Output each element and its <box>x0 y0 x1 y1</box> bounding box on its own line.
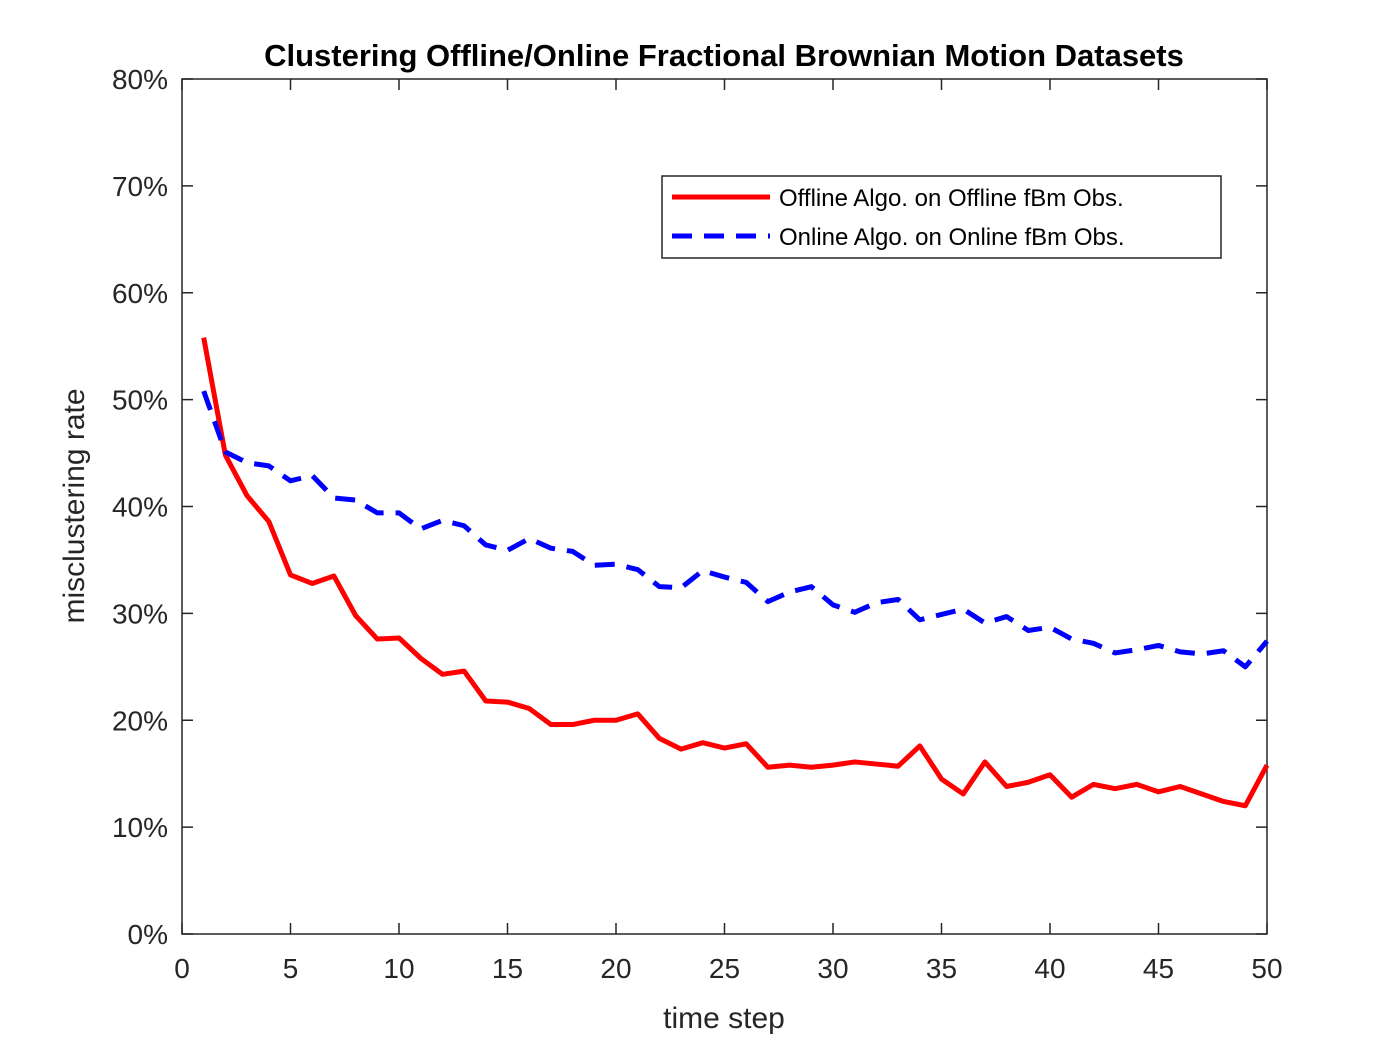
legend-label-online: Online Algo. on Online fBm Obs. <box>779 224 1125 251</box>
y-tick-label: 40% <box>112 492 168 523</box>
x-tick-label: 20 <box>600 953 631 984</box>
y-tick-label: 0% <box>128 919 168 950</box>
y-tick-label: 80% <box>112 64 168 95</box>
x-tick-label: 50 <box>1251 953 1282 984</box>
y-tick-label: 70% <box>112 171 168 202</box>
legend: Offline Algo. on Offline fBm Obs. Online… <box>661 175 1222 259</box>
x-tick-label: 35 <box>926 953 957 984</box>
y-tick-label: 30% <box>112 598 168 629</box>
y-tick-label: 10% <box>112 812 168 843</box>
x-tick-label: 45 <box>1143 953 1174 984</box>
y-tick-label: 60% <box>112 278 168 309</box>
series-layer <box>201 337 1270 809</box>
series-line-offline <box>201 337 1270 809</box>
x-tick-label: 15 <box>492 953 523 984</box>
x-tick-label: 10 <box>383 953 414 984</box>
y-tick-label: 20% <box>112 705 168 736</box>
x-axis-label: time step <box>663 1002 785 1035</box>
x-tick-label: 25 <box>709 953 740 984</box>
y-axis-label: misclustering rate <box>58 388 91 623</box>
axis-ticks: 0 5 10 15 20 25 30 35 40 45 50 0% 10% 20% 30% 40% 50% 60%… <box>112 64 1283 984</box>
legend-box <box>661 175 1222 259</box>
y-tick-label: 50% <box>112 385 168 416</box>
legend-label-offline: Offline Algo. on Offline fBm Obs. <box>779 185 1124 212</box>
chart-title: Clustering Offline/Online Fractional Bro… <box>264 38 1184 73</box>
x-tick-label: 40 <box>1034 953 1065 984</box>
series-line-online <box>201 390 1269 670</box>
x-tick-label: 30 <box>817 953 848 984</box>
x-tick-label: 0 <box>174 953 190 984</box>
x-tick-label: 5 <box>283 953 299 984</box>
